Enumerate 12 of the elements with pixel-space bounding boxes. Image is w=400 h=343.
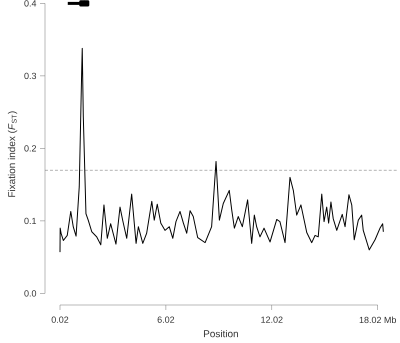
x-tick-label: 18.02 Mb [360,316,396,324]
y-tick-label: 0.4 [24,0,36,7]
y-axis-title: Fixation index (F$_{ST}$) [8,111,18,197]
x-tick-label: 6.02 [158,316,174,323]
x-tick-label: 12.02 [261,316,283,323]
y-tick-label: 0.0 [24,290,36,297]
x-tick-label: 0.02 [52,316,68,323]
y-tick-label: 0.3 [24,72,36,80]
y-tick-label: 0.1 [24,218,36,224]
line-series [60,48,384,253]
x-axis-title: Position [204,330,238,338]
y-tick-label: 0.2 [24,145,36,152]
